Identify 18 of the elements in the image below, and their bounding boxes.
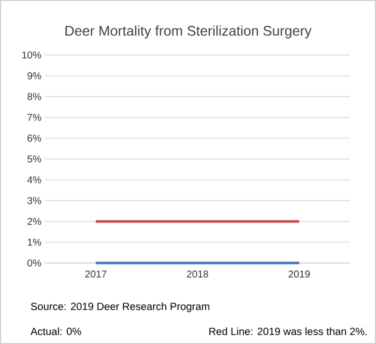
y-tick-label: 2% xyxy=(28,218,42,225)
y-tick-label: 10% xyxy=(22,51,42,59)
text: Actual: 0% xyxy=(30,327,82,336)
y-tick-label: 8% xyxy=(28,93,42,100)
y-tick-label: 0% xyxy=(27,259,42,267)
y-tick-label: 5% xyxy=(27,155,42,162)
text: Red Line: 2019 was less than 2%. xyxy=(209,327,367,336)
y-tick-label: 4% xyxy=(27,176,42,184)
x-tick-label: 2019 xyxy=(288,270,310,278)
x-tick-label: 2018 xyxy=(186,270,208,278)
chart-title: Deer Mortality from Sterilization Surgery xyxy=(66,25,312,38)
y-tick-label: 6% xyxy=(28,134,42,142)
y-tick-label: 7% xyxy=(28,114,42,121)
source-note: Source: 2019 Deer Research Program xyxy=(30,302,210,312)
y-tick-label: 3% xyxy=(27,197,42,204)
x-tick-label: 2017 xyxy=(85,270,106,278)
y-tick-label: 9% xyxy=(28,72,42,80)
y-tick-label: 1% xyxy=(28,238,42,246)
